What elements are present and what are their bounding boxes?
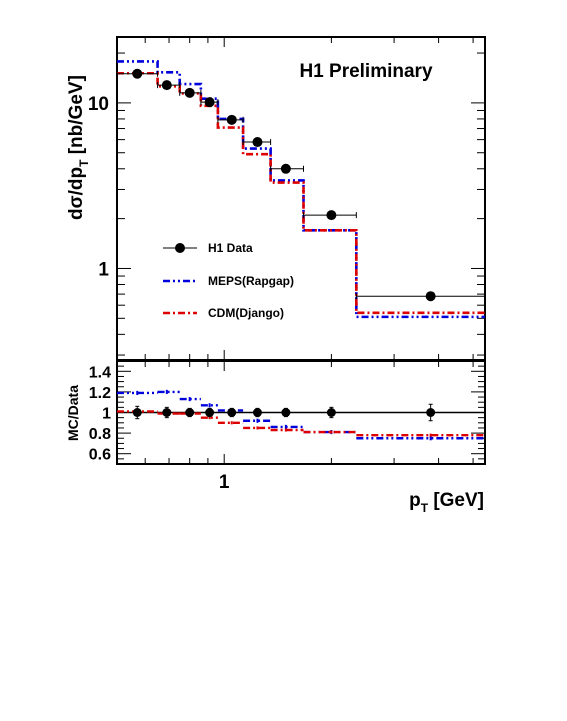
- data-point: [280, 163, 291, 174]
- ratio-y-tick-label: 1: [102, 406, 111, 423]
- y-label-sub: T: [77, 159, 91, 167]
- y-tick-label: 10: [88, 94, 109, 115]
- data-point: [204, 97, 215, 108]
- y-label-unit: [nb/GeV]: [66, 75, 87, 154]
- x-axis-label: pT [GeV]: [409, 490, 484, 515]
- main-plot-marks: [117, 60, 485, 319]
- ratio-panel: 1 0.6 0.8 1 1.2 1.4 MC/Data: [65, 360, 486, 493]
- ratio-tick-labels: 1 0.6 0.8 1 1.2 1.4: [89, 364, 230, 493]
- legend-label: MEPS(Rapgap): [208, 274, 294, 288]
- ratio-data-point: [132, 408, 142, 417]
- main-panel: 1 10 H1 Preliminary dσ/dpT [nb/GeV] H1 Da…: [66, 36, 486, 361]
- ratio-data-point: [426, 408, 436, 417]
- main-y-axis-label: dσ/dpT [nb/GeV]: [66, 75, 91, 220]
- main-axis-ticks: [116, 37, 485, 360]
- y-label-main: dσ/dp: [66, 167, 87, 220]
- svg-text:pT [GeV]: pT [GeV]: [409, 490, 484, 515]
- ratio-y-axis-label: MC/Data: [65, 385, 81, 441]
- legend-data-marker: [175, 243, 185, 253]
- ratio-data-point: [205, 408, 215, 417]
- ratio-data-point: [326, 408, 336, 417]
- x-tick-label: 1: [219, 472, 230, 493]
- main-tick-labels: 1 10: [88, 94, 110, 281]
- ratio-y-tick-label: 0.8: [89, 426, 111, 443]
- svg-text:dσ/dpT [nb/GeV]: dσ/dpT [nb/GeV]: [66, 75, 91, 220]
- ratio-plot-marks: [117, 389, 485, 441]
- ratio-y-tick-label: 1.4: [89, 364, 111, 381]
- data-point: [425, 291, 436, 302]
- x-label-main: p: [409, 490, 421, 511]
- x-label-unit: [GeV]: [433, 490, 484, 511]
- data-point: [226, 114, 237, 125]
- legend: H1 Data MEPS(Rapgap) CDM(Django): [163, 241, 294, 320]
- ratio-data-point: [185, 408, 195, 417]
- data-point: [161, 80, 172, 91]
- ratio-data-point: [162, 408, 172, 417]
- ratio-data-point: [252, 408, 262, 417]
- data-point: [132, 68, 143, 79]
- legend-label: CDM(Django): [208, 306, 284, 320]
- cdm-histogram: [117, 71, 485, 315]
- data-point: [252, 137, 263, 148]
- y-tick-label: 1: [98, 259, 109, 280]
- ratio-y-label: MC/Data: [65, 385, 81, 441]
- ratio-data-point: [281, 408, 291, 417]
- legend-label: H1 Data: [208, 241, 253, 255]
- ratio-y-tick-label: 0.6: [89, 447, 111, 464]
- x-label-sub: T: [421, 501, 429, 515]
- meps-histogram: [117, 60, 485, 319]
- data-point: [184, 87, 195, 98]
- data-point: [326, 210, 337, 221]
- ratio-data-point: [227, 408, 237, 417]
- ratio-y-tick-label: 1.2: [89, 385, 111, 402]
- chart-title: H1 Preliminary: [299, 61, 432, 82]
